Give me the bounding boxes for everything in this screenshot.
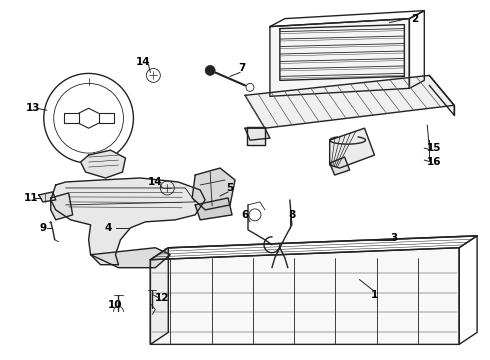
Text: 16: 16 <box>427 157 441 167</box>
Text: 12: 12 <box>155 293 170 302</box>
Text: 3: 3 <box>391 233 398 243</box>
Polygon shape <box>150 248 168 345</box>
Polygon shape <box>91 248 171 268</box>
Polygon shape <box>247 127 265 145</box>
Circle shape <box>205 66 215 75</box>
Polygon shape <box>245 128 270 140</box>
Text: 11: 11 <box>24 193 38 203</box>
Polygon shape <box>150 248 459 345</box>
Polygon shape <box>192 168 235 210</box>
Text: 9: 9 <box>39 223 47 233</box>
Polygon shape <box>81 150 125 178</box>
Text: 8: 8 <box>288 210 295 220</box>
Polygon shape <box>195 198 232 220</box>
Polygon shape <box>51 178 205 265</box>
Text: 15: 15 <box>427 143 441 153</box>
Text: 6: 6 <box>242 210 248 220</box>
Text: 14: 14 <box>148 177 163 187</box>
Text: 2: 2 <box>411 14 418 24</box>
Text: 4: 4 <box>105 223 112 233</box>
Text: 1: 1 <box>371 289 378 300</box>
Polygon shape <box>330 157 349 175</box>
Text: 7: 7 <box>238 63 245 73</box>
Polygon shape <box>245 75 454 128</box>
Polygon shape <box>51 193 73 220</box>
Text: 14: 14 <box>136 58 151 67</box>
Text: 10: 10 <box>108 300 123 310</box>
Polygon shape <box>330 128 374 168</box>
Text: 5: 5 <box>226 183 234 193</box>
Polygon shape <box>39 192 56 202</box>
Text: 13: 13 <box>25 103 40 113</box>
Polygon shape <box>270 19 409 96</box>
